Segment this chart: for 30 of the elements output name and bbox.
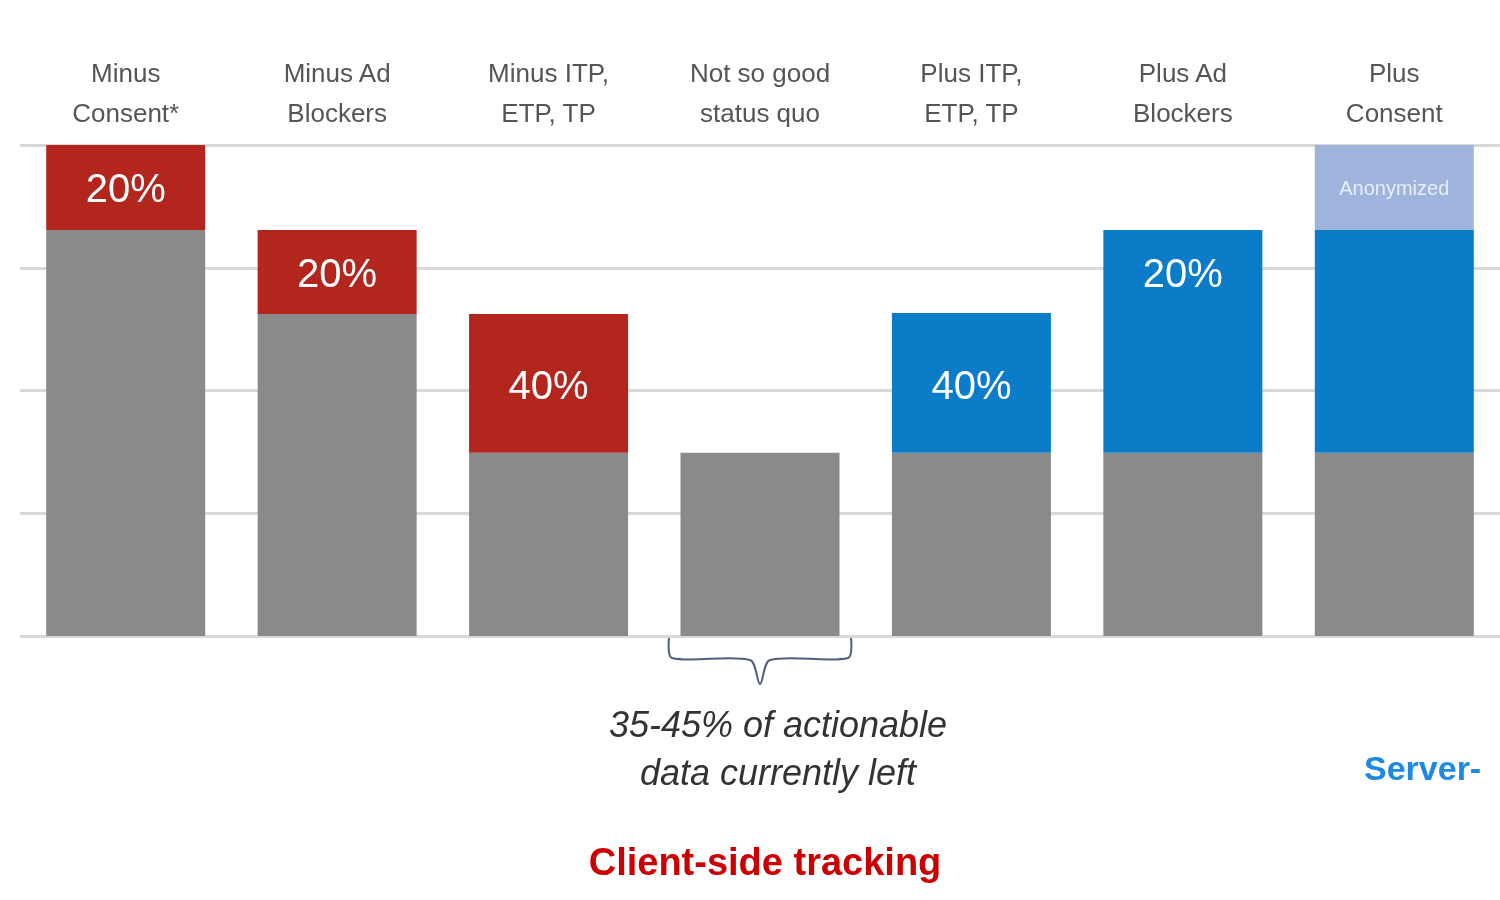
x-tick-label: Minus Consent*: [72, 58, 180, 128]
text: Server-: [1364, 749, 1482, 787]
text: 35-45% of actionable data currently left: [608, 703, 948, 793]
bar: [1314, 452, 1474, 636]
annotation: 40%: [931, 363, 1012, 408]
annotation: 40%: [508, 363, 589, 408]
bar: [891, 452, 1051, 636]
x-tick-label: Plus Ad Blockers: [1133, 58, 1233, 128]
annotation: Anonymized: [1339, 177, 1450, 200]
bar: [257, 313, 417, 636]
bar: [46, 145, 206, 230]
bar: [1314, 145, 1474, 230]
bar: [257, 229, 417, 314]
bar: [1103, 229, 1263, 453]
x-tick-label: Not so good status quo: [689, 58, 831, 128]
x-tick-label: Plus Consent: [1345, 58, 1444, 128]
annotation: 20%: [297, 251, 378, 296]
bar: [680, 452, 840, 636]
bar: [1103, 452, 1263, 636]
x-tick-label: Minus Ad Blockers: [283, 58, 391, 128]
text: Client-side tracking: [588, 841, 942, 883]
annotation: 20%: [1142, 251, 1223, 296]
bar: [469, 313, 629, 453]
bar: [46, 229, 206, 636]
x-tick-label: Plus ITP, ETP, TP: [920, 58, 1023, 128]
bar: [1314, 229, 1474, 453]
bar: [469, 452, 629, 636]
x-tick-label: Minus ITP, ETP, TP: [488, 58, 610, 128]
bar: [891, 312, 1051, 453]
annotation: 20%: [85, 166, 166, 211]
